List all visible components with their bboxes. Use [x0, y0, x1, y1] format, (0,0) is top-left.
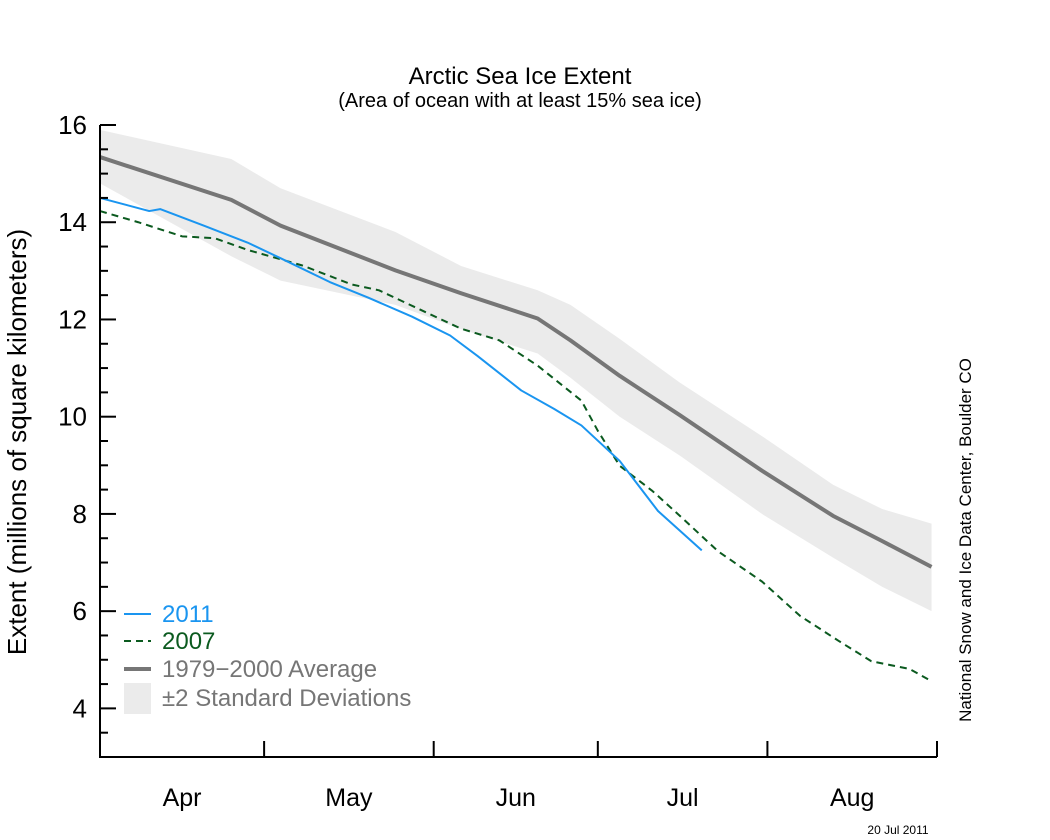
legend-band-label: ±2 Standard Deviations: [162, 685, 411, 712]
series-average-line: [99, 155, 933, 569]
legend: 2011 2007 1979−2000 Average ±2 Standard …: [124, 601, 411, 714]
x-tick-label: Aug: [830, 784, 874, 812]
legend-2011-label: 2011: [162, 601, 214, 628]
y-tick-label: 14: [58, 207, 87, 237]
x-tick-label: May: [325, 784, 373, 812]
x-tick-label: Jun: [496, 784, 536, 812]
series-2011-line: [99, 196, 703, 552]
date-stamp: 20 Jul 2011: [867, 823, 928, 837]
y-tick-label: 4: [73, 693, 87, 723]
y-tick-label: 16: [58, 110, 87, 140]
y-tick-label: 12: [58, 304, 87, 334]
x-tick-label: Jul: [667, 784, 699, 812]
legend-band-swatch: [124, 683, 151, 714]
chart-title: Arctic Sea Ice Extent: [409, 63, 632, 90]
y-tick-label: 8: [73, 499, 87, 529]
legend-2007-label: 2007: [162, 628, 215, 655]
y-axis-label: Extent (millions of square kilometers): [2, 229, 32, 655]
y-tick-label: 6: [73, 596, 87, 626]
std-dev-band: [100, 129, 932, 612]
plot-area: [99, 129, 933, 683]
credit-text: National Snow and Ice Data Center, Bould…: [956, 358, 975, 722]
y-tick-label: 10: [58, 402, 87, 432]
x-tick-label: Apr: [163, 784, 202, 812]
series-2007-line: [99, 210, 933, 683]
chart-subtitle: (Area of ocean with at least 15% sea ice…: [338, 90, 702, 112]
axes: 4 6 8 10 12 14 16 Apr May Jun Jul Aug: [58, 110, 938, 812]
legend-average-label: 1979−2000 Average: [162, 656, 377, 683]
